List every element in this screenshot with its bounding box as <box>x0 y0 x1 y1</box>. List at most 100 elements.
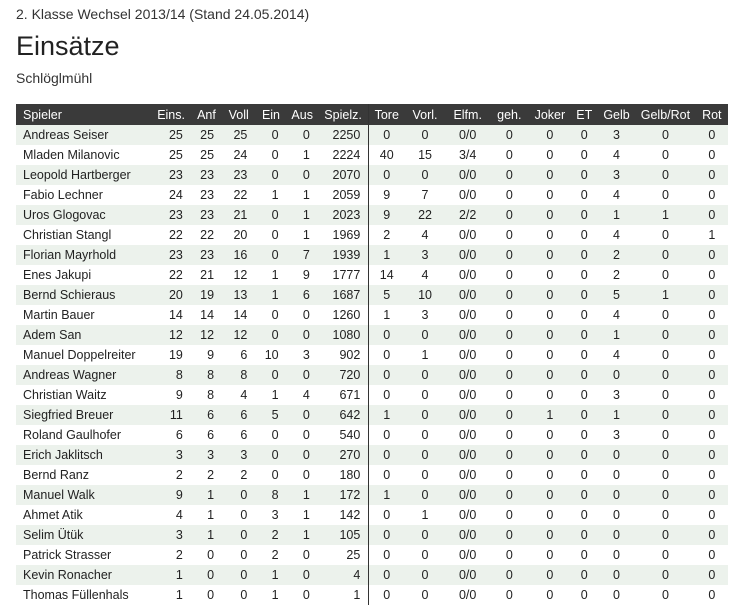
stat-cell: 1 <box>597 325 636 345</box>
stat-cell: 0 <box>529 425 571 445</box>
stat-cell: 0 <box>255 125 287 145</box>
stat-cell: 0 <box>529 205 571 225</box>
stat-cell: 0/0 <box>445 405 490 425</box>
stat-cell: 1 <box>286 205 318 225</box>
stat-cell: 642 <box>317 405 370 425</box>
stat-cell: 2 <box>190 465 223 485</box>
table-row: Kevin Ronacher 1 0 0 1 0 4 0 0 0/0 0 0 0 0 0 0 <box>16 565 728 585</box>
player-name-cell: Mladen Milanovic <box>16 145 152 165</box>
stat-cell: 0 <box>255 305 287 325</box>
stat-cell: 0 <box>404 565 446 585</box>
stat-cell: 24 <box>222 145 256 165</box>
stat-cell: 0 <box>695 245 728 265</box>
stat-cell: 1 <box>151 565 191 585</box>
stat-cell: 0 <box>286 585 318 605</box>
stat-cell: 0 <box>286 465 318 485</box>
column-header: Elfm. <box>445 104 490 125</box>
stat-cell: 1 <box>597 205 636 225</box>
stat-cell: 0 <box>570 165 598 185</box>
stat-cell: 0 <box>570 265 598 285</box>
stat-cell: 0 <box>286 125 318 145</box>
stat-cell: 0 <box>695 525 728 545</box>
stat-cell: 0/0 <box>445 565 490 585</box>
stat-cell: 671 <box>317 385 370 405</box>
stat-cell: 0 <box>635 165 696 185</box>
table-row: Andreas Seiser 25 25 25 0 0 2250 0 0 0/0 0 0 0 3 0 0 <box>16 125 728 145</box>
stat-cell: 2059 <box>317 185 370 205</box>
stat-cell: 8 <box>255 485 287 505</box>
stat-cell: 0/0 <box>445 305 490 325</box>
stat-cell: 0 <box>404 545 446 565</box>
stat-cell: 0 <box>404 365 446 385</box>
stat-cell: 0 <box>404 445 446 465</box>
stat-cell: 0 <box>570 445 598 465</box>
stat-cell: 0 <box>368 385 405 405</box>
stat-cell: 0/0 <box>445 585 490 605</box>
stat-cell: 23 <box>222 165 256 185</box>
stat-cell: 3 <box>404 305 446 325</box>
stat-cell: 1969 <box>317 225 370 245</box>
player-name-cell: Patrick Strasser <box>16 545 152 565</box>
stat-cell: 0 <box>597 465 636 485</box>
stat-cell: 0 <box>695 145 728 165</box>
stat-cell: 21 <box>190 265 223 285</box>
stat-cell: 0 <box>368 365 405 385</box>
stat-cell: 1 <box>317 585 370 605</box>
stat-cell: 0/0 <box>445 225 490 245</box>
stat-cell: 6 <box>286 285 318 305</box>
stat-cell: 9 <box>151 485 191 505</box>
stat-cell: 2 <box>368 225 405 245</box>
stat-cell: 2 <box>222 465 256 485</box>
stat-cell: 6 <box>222 425 256 445</box>
stat-cell: 0 <box>570 245 598 265</box>
stat-cell: 172 <box>317 485 370 505</box>
stat-cell: 0 <box>368 125 405 145</box>
player-name-cell: Manuel Doppelreiter <box>16 345 152 365</box>
stat-cell: 0 <box>635 345 696 365</box>
stat-cell: 0 <box>286 165 318 185</box>
stat-cell: 0 <box>286 405 318 425</box>
stat-cell: 2 <box>151 545 191 565</box>
stat-cell: 0 <box>368 525 405 545</box>
stat-cell: 3 <box>151 525 191 545</box>
stat-cell: 0 <box>635 385 696 405</box>
stat-cell: 0 <box>635 545 696 565</box>
stat-cell: 0 <box>489 345 530 365</box>
stat-cell: 0 <box>695 465 728 485</box>
player-name-cell: Kevin Ronacher <box>16 565 152 585</box>
stat-cell: 13 <box>222 285 256 305</box>
stat-cell: 0 <box>255 145 287 165</box>
season-line: 2. Klasse Wechsel 2013/14 (Stand 24.05.2… <box>16 6 310 22</box>
stat-cell: 0 <box>489 205 530 225</box>
column-header: Voll <box>222 104 256 125</box>
stat-cell: 0 <box>489 265 530 285</box>
stat-cell: 0 <box>570 365 598 385</box>
stat-cell: 0 <box>695 165 728 185</box>
stat-cell: 142 <box>317 505 370 525</box>
stat-cell: 1 <box>695 225 728 245</box>
stat-cell: 22 <box>151 265 191 285</box>
stat-cell: 0 <box>489 505 530 525</box>
stat-cell: 4 <box>317 565 370 585</box>
stat-cell: 1 <box>597 405 636 425</box>
table-row: Thomas Füllenhals 1 0 0 1 0 1 0 0 0/0 0 0 0 0 0 0 <box>16 585 728 605</box>
stat-cell: 0 <box>489 405 530 425</box>
stat-cell: 0 <box>529 445 571 465</box>
stat-cell: 0 <box>635 585 696 605</box>
stat-cell: 0 <box>635 265 696 285</box>
stat-cell: 0 <box>635 225 696 245</box>
stat-cell: 0 <box>570 125 598 145</box>
stat-cell: 0 <box>368 345 405 365</box>
stat-cell: 0 <box>286 545 318 565</box>
stat-cell: 0 <box>570 205 598 225</box>
stat-cell: 1 <box>404 505 446 525</box>
stat-cell: 25 <box>151 125 191 145</box>
stat-cell: 1 <box>368 305 405 325</box>
stat-cell: 6 <box>190 405 223 425</box>
stat-cell: 8 <box>190 365 223 385</box>
stat-cell: 0 <box>695 325 728 345</box>
stat-cell: 0 <box>635 505 696 525</box>
stat-cell: 1 <box>368 485 405 505</box>
stat-cell: 23 <box>190 245 223 265</box>
stat-cell: 8 <box>222 365 256 385</box>
